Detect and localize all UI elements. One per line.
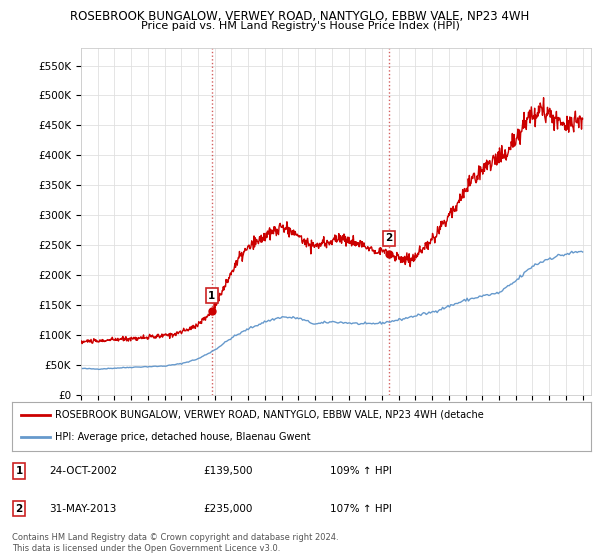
Text: 2: 2 [16, 504, 23, 514]
Text: 31-MAY-2013: 31-MAY-2013 [50, 504, 117, 514]
Text: 1: 1 [16, 466, 23, 476]
Text: £235,000: £235,000 [203, 504, 253, 514]
Text: 107% ↑ HPI: 107% ↑ HPI [331, 504, 392, 514]
Text: ROSEBROOK BUNGALOW, VERWEY ROAD, NANTYGLO, EBBW VALE, NP23 4WH (detache: ROSEBROOK BUNGALOW, VERWEY ROAD, NANTYGL… [55, 410, 484, 420]
Text: HPI: Average price, detached house, Blaenau Gwent: HPI: Average price, detached house, Blae… [55, 432, 311, 442]
Text: 1: 1 [208, 291, 215, 301]
Text: 24-OCT-2002: 24-OCT-2002 [50, 466, 118, 476]
Text: £139,500: £139,500 [203, 466, 253, 476]
Text: 2: 2 [385, 234, 392, 244]
Text: Contains HM Land Registry data © Crown copyright and database right 2024.
This d: Contains HM Land Registry data © Crown c… [12, 533, 338, 553]
Text: ROSEBROOK BUNGALOW, VERWEY ROAD, NANTYGLO, EBBW VALE, NP23 4WH: ROSEBROOK BUNGALOW, VERWEY ROAD, NANTYGL… [70, 10, 530, 22]
Text: 109% ↑ HPI: 109% ↑ HPI [331, 466, 392, 476]
Text: Price paid vs. HM Land Registry's House Price Index (HPI): Price paid vs. HM Land Registry's House … [140, 21, 460, 31]
